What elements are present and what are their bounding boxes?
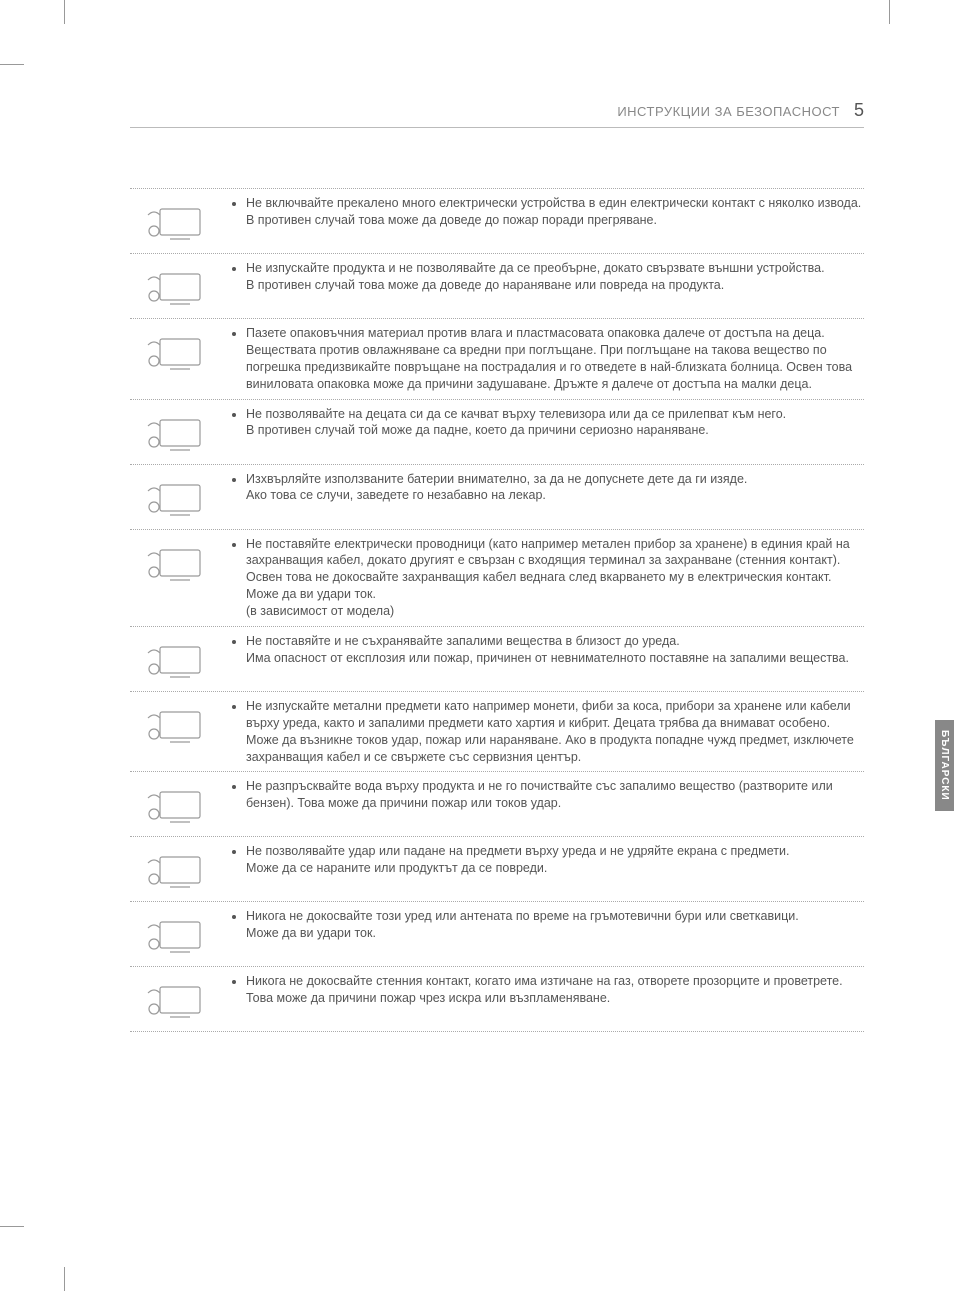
row-icon-cell <box>130 973 230 1025</box>
safety-row: Не изпускайте метални предмети като напр… <box>130 692 864 773</box>
crop-mark <box>64 1267 65 1291</box>
water-spray-icon <box>140 782 220 830</box>
safety-row: Никога не докосвайте този уред или антен… <box>130 902 864 967</box>
metal-cable-icon <box>140 540 220 588</box>
safety-row: Не поставяйте и не съхранявайте запалими… <box>130 627 864 692</box>
row-icon-cell <box>130 471 230 523</box>
row-icon-cell <box>130 260 230 312</box>
row-sub: Има опасност от експлозия или пожар, при… <box>230 650 864 667</box>
row-text: Изхвърляйте използваните батерии внимате… <box>230 471 864 523</box>
row-icon-cell <box>130 536 230 620</box>
row-text: Не позволявайте на децата си да се качва… <box>230 406 864 458</box>
row-bullet: Пазете опаковъчния материал против влага… <box>246 325 864 342</box>
row-text: Не поставяйте и не съхранявайте запалими… <box>230 633 864 685</box>
metal-objects-icon <box>140 702 220 750</box>
row-sub: Ако това се случи, заведете го незабавно… <box>230 487 864 504</box>
row-icon-cell <box>130 406 230 458</box>
safety-row: Не изпускайте продукта и не позволявайте… <box>130 254 864 319</box>
page-content: ИНСТРУКЦИИ ЗА БЕЗОПАСНОСТ 5 Не включвайт… <box>0 0 954 1092</box>
gas-leak-icon <box>140 977 220 1025</box>
row-icon-cell <box>130 633 230 685</box>
row-icon-cell <box>130 843 230 895</box>
row-bullet: Не поставяйте електрически проводници (к… <box>246 536 864 587</box>
row-bullet: Не позволявайте удар или падане на предм… <box>246 843 864 860</box>
row-icon-cell <box>130 778 230 830</box>
row-sub: В противен случай той може да падне, кое… <box>230 422 864 439</box>
row-bullet: Изхвърляйте използваните батерии внимате… <box>246 471 864 488</box>
battery-icon <box>140 475 220 523</box>
power-strip-icon <box>140 199 220 247</box>
row-sub: Може да се нараните или продуктът да се … <box>230 860 864 877</box>
row-sub: В противен случай това може да доведе до… <box>230 277 864 294</box>
row-icon-cell <box>130 698 230 766</box>
row-text: Не изпускайте метални предмети като напр… <box>230 698 864 766</box>
child-climb-icon <box>140 410 220 458</box>
row-bullet: Никога не докосвайте този уред или антен… <box>246 908 864 925</box>
row-icon-cell <box>130 195 230 247</box>
row-text: Пазете опаковъчния материал против влага… <box>230 325 864 393</box>
row-sub: Може да ви удари ток. <box>230 925 864 942</box>
row-bullet: Не включвайте прекалено много електричес… <box>246 195 864 212</box>
page-header: ИНСТРУКЦИИ ЗА БЕЗОПАСНОСТ 5 <box>130 100 864 128</box>
safety-row: Изхвърляйте използваните батерии внимате… <box>130 465 864 530</box>
row-bullet: Не позволявайте на децата си да се качва… <box>246 406 864 423</box>
safety-row: Не включвайте прекалено много електричес… <box>130 188 864 254</box>
safety-row: Не разпръсквайте вода върху продукта и н… <box>130 772 864 837</box>
row-text: Не поставяйте електрически проводници (к… <box>230 536 864 620</box>
safety-row: Никога не докосвайте стенния контакт, ко… <box>130 967 864 1032</box>
row-bullet: Не изпускайте метални предмети като напр… <box>246 698 864 732</box>
language-tab: БЪЛГАРСКИ <box>935 720 954 811</box>
safety-row: Не позволявайте удар или падане на предм… <box>130 837 864 902</box>
safety-row: Пазете опаковъчния материал против влага… <box>130 319 864 400</box>
row-sub: В противен случай това може да доведе до… <box>230 212 864 229</box>
safety-row: Не поставяйте електрически проводници (к… <box>130 530 864 627</box>
row-text: Не включвайте прекалено много електричес… <box>230 195 864 247</box>
row-sub: Може да ви удари ток. <box>230 586 864 603</box>
row-bullet: Не разпръсквайте вода върху продукта и н… <box>246 778 864 812</box>
row-sub: (в зависимост от модела) <box>230 603 864 620</box>
row-bullet: Не изпускайте продукта и не позволявайте… <box>246 260 864 277</box>
crop-mark <box>0 1226 24 1227</box>
row-icon-cell <box>130 325 230 393</box>
row-icon-cell <box>130 908 230 960</box>
drop-device-icon <box>140 264 220 312</box>
row-bullet: Не поставяйте и не съхранявайте запалими… <box>246 633 864 650</box>
flammable-icon <box>140 637 220 685</box>
safety-rows: Не включвайте прекалено много електричес… <box>130 188 864 1032</box>
page-number: 5 <box>854 100 864 121</box>
row-text: Не разпръсквайте вода върху продукта и н… <box>230 778 864 830</box>
packaging-icon <box>140 329 220 377</box>
row-text: Никога не докосвайте стенния контакт, ко… <box>230 973 864 1025</box>
row-text: Никога не докосвайте този уред или антен… <box>230 908 864 960</box>
row-sub: Това може да причини пожар чрез искра ил… <box>230 990 864 1007</box>
impact-icon <box>140 847 220 895</box>
lightning-icon <box>140 912 220 960</box>
row-text: Не изпускайте продукта и не позволявайте… <box>230 260 864 312</box>
row-text: Не позволявайте удар или падане на предм… <box>230 843 864 895</box>
header-title: ИНСТРУКЦИИ ЗА БЕЗОПАСНОСТ <box>617 104 840 119</box>
row-bullet: Никога не докосвайте стенния контакт, ко… <box>246 973 864 990</box>
safety-row: Не позволявайте на децата си да се качва… <box>130 400 864 465</box>
row-sub: Веществата против овлажняване са вредни … <box>230 342 864 393</box>
row-sub: Може да възникне токов удар, пожар или н… <box>230 732 864 766</box>
